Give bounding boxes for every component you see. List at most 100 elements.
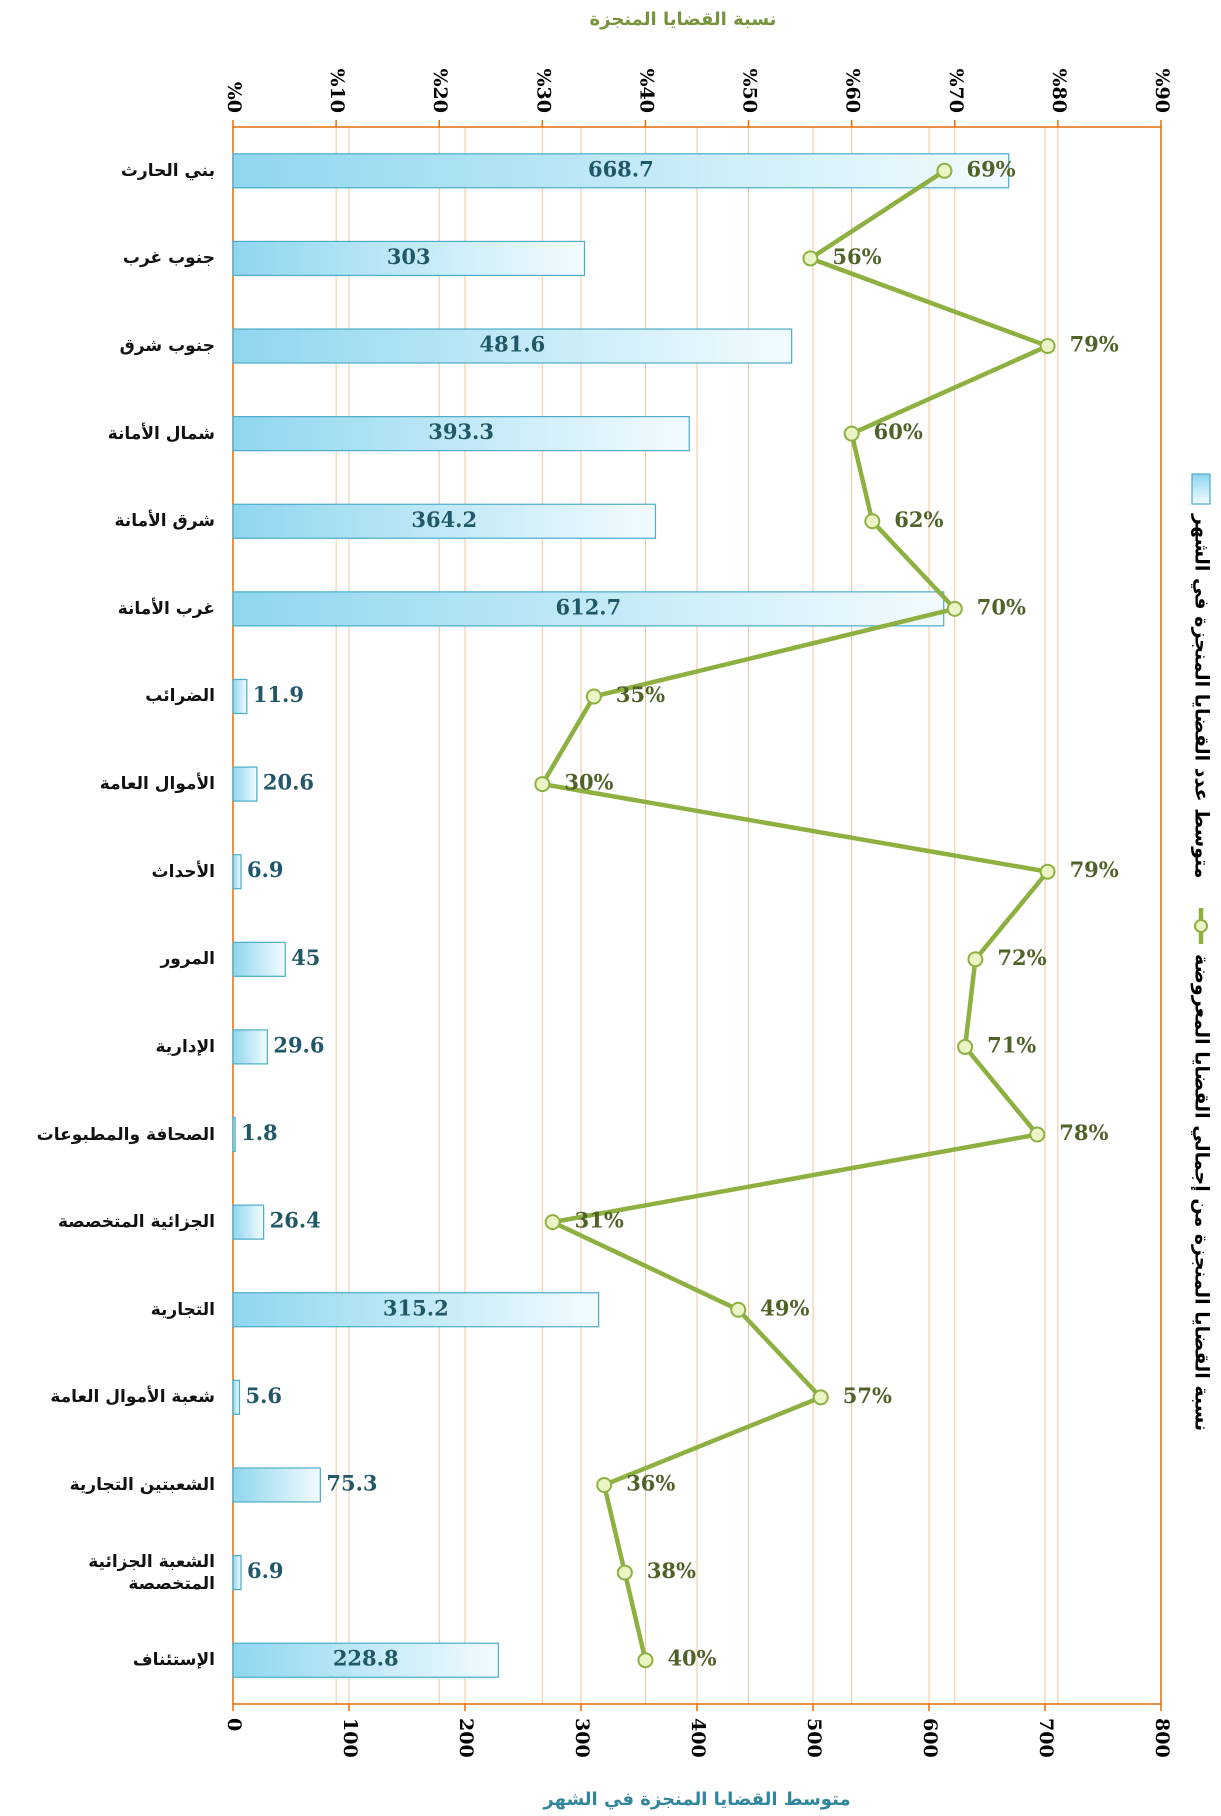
line-marker [864, 513, 881, 530]
x-tick-label: 800 [1151, 1718, 1173, 1758]
y-tick-label: جنوب غرب [122, 248, 215, 269]
bar-value-label: 29.6 [273, 1032, 324, 1057]
line [538, 168, 1054, 1661]
x2-tick-group: %10 [326, 69, 348, 114]
line-marker [596, 1476, 613, 1493]
line-value-label: 31% [575, 1208, 624, 1233]
line-marker [585, 688, 602, 705]
line-marker [1039, 863, 1056, 880]
x-tick-group: 800 [1151, 1718, 1173, 1758]
line-marker [802, 250, 819, 267]
x2-tick-label: %0 [223, 82, 245, 113]
line-value-label: 40% [667, 1646, 716, 1671]
y-tick-label: جنوب شرق [119, 336, 215, 357]
line-value-label: 36% [626, 1470, 675, 1495]
line-marker [843, 425, 860, 442]
x-tick-group: 200 [455, 1718, 477, 1758]
line-marker [967, 951, 984, 968]
x-tick-group: 300 [571, 1718, 593, 1758]
y-tick-label: الإستئناف [132, 1650, 215, 1671]
x2-tick-label: %60 [842, 69, 864, 114]
legend-label: نسبة القضايا المنجزة من إجمالي القضايا ا… [1191, 954, 1213, 1431]
bar-value-label: 45 [291, 945, 320, 970]
bar [232, 416, 690, 452]
line-value-label: 56% [832, 244, 881, 269]
line-value-label: 79% [1070, 857, 1119, 882]
y-tick-label: التجارية [150, 1299, 215, 1320]
line-value-label: 38% [647, 1558, 696, 1583]
y-tick-label: غرب الأمانة [117, 598, 215, 619]
line-value-label: 49% [760, 1295, 809, 1320]
x-tick-label: 200 [455, 1718, 477, 1758]
x-tick-group: 500 [803, 1718, 825, 1758]
y-tick-label: الضرائب [145, 686, 215, 707]
x-tick-label: 600 [919, 1718, 941, 1758]
legend-label: متوسط عدد القضايا المنجزة في الشهر [1191, 513, 1213, 879]
bar-value-label: 315.2 [383, 1295, 449, 1320]
bar-value-label: 481.6 [479, 332, 545, 357]
x-tick-label: 100 [339, 1718, 361, 1758]
bar [232, 1379, 241, 1415]
line-marker [1039, 338, 1056, 355]
bar-value-label: 612.7 [555, 594, 621, 619]
y-tick-label: الإدارية [155, 1036, 215, 1057]
x-tick-label: 0 [223, 1718, 245, 1731]
line-marker [534, 776, 551, 793]
bar [232, 1204, 265, 1240]
line-value-label: 79% [1070, 332, 1119, 357]
bar-value-label: 26.4 [270, 1208, 321, 1233]
x-tick-group: 700 [1035, 1718, 1057, 1758]
x2-tick-group: %20 [429, 69, 451, 114]
line-value-label: 57% [843, 1383, 892, 1408]
bar-value-label: 11.9 [253, 682, 304, 707]
x-axis-title: متوسط القضايا المنجزة في الشهر [542, 1789, 850, 1810]
bar-value-label: 6.9 [247, 857, 284, 882]
x2-tick-label: %70 [945, 69, 967, 114]
x2-tick-group: %60 [842, 69, 864, 114]
bar [232, 153, 1010, 189]
line-marker [812, 1389, 829, 1406]
bar [232, 1116, 236, 1153]
x-tick-label: 300 [571, 1718, 593, 1758]
y-tick-label: الشعبتين التجارية [69, 1474, 215, 1495]
line-marker [730, 1301, 747, 1318]
legend-item: متوسط عدد القضايا المنجزة في الشهر [1191, 473, 1213, 879]
bar-value-label: 364.2 [411, 507, 477, 532]
line-value-label: 70% [977, 594, 1026, 619]
x2-tick-label: %10 [326, 69, 348, 114]
line-value-label: 62% [894, 507, 943, 532]
bar-value-label: 75.3 [326, 1470, 377, 1495]
y-tick-label: شرق الأمانة [114, 511, 216, 532]
x-tick-label: 500 [803, 1718, 825, 1758]
legend-swatch [1191, 473, 1211, 505]
line-marker [616, 1564, 633, 1581]
x2-tick-group: %90 [1151, 69, 1173, 114]
y-tick-label: الجزائية المتخصصة [57, 1212, 215, 1233]
bar-value-label: 393.3 [428, 419, 494, 444]
bar-value-label: 1.8 [241, 1120, 278, 1145]
y-tick-label: المرور [160, 949, 215, 970]
y-tick-label: الأحداث [151, 861, 215, 882]
x2-tick-label: %90 [1151, 69, 1173, 114]
bar [232, 240, 586, 277]
line-marker [946, 600, 963, 617]
y-tick-label: الشعبة الجزائية المتخصصة [88, 1551, 215, 1594]
bar [232, 1554, 242, 1591]
x-tick-label: 700 [1035, 1718, 1057, 1758]
legend-item: نسبة القضايا المنجزة من إجمالي القضايا ا… [1191, 908, 1213, 1431]
x2-tick-label: %50 [739, 69, 761, 114]
x-tick-label: 400 [687, 1718, 709, 1758]
legend-swatch-marker [1194, 919, 1208, 933]
x2-tick-label: %80 [1048, 69, 1070, 114]
bar-value-label: 5.6 [245, 1383, 282, 1408]
bar-value-label: 303 [387, 244, 431, 269]
y-tick-label: الأموال العامة [99, 774, 215, 795]
y-tick-label: بني الحارث [120, 160, 215, 181]
bar [232, 1467, 321, 1503]
line-marker [957, 1038, 974, 1055]
bar [232, 1029, 268, 1065]
x2-tick-group: %40 [635, 69, 657, 114]
x-tick-group: 400 [687, 1718, 709, 1758]
y-tick-label: الصحافة والمطبوعات [36, 1124, 215, 1145]
